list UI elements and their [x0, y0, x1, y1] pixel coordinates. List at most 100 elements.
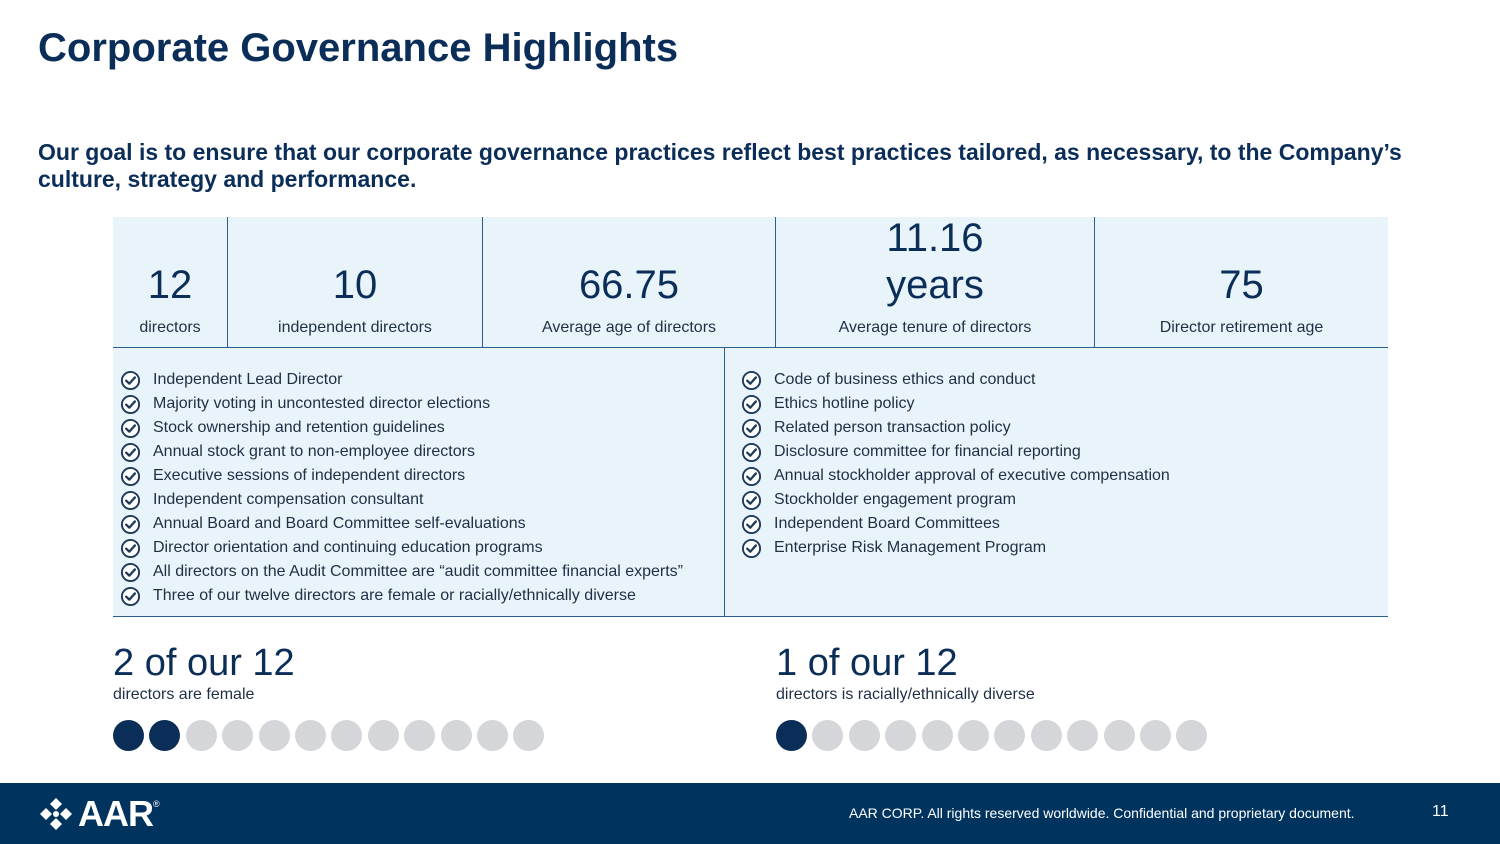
check-circle-icon	[741, 466, 762, 486]
director-dot	[476, 720, 508, 751]
director-dot	[994, 720, 1026, 751]
director-dot	[1176, 720, 1208, 751]
check-circle-icon	[120, 490, 141, 510]
practice-label: Stockholder engagement program	[774, 491, 1016, 508]
director-dot	[957, 720, 989, 751]
practice-label: Three of our twelve directors are female…	[153, 587, 636, 604]
check-circle-icon	[741, 394, 762, 414]
check-circle-icon	[120, 394, 141, 414]
female-dots	[113, 720, 550, 751]
practice-item: Independent Board Committees	[725, 512, 1388, 536]
director-dot	[1103, 720, 1135, 751]
check-circle-icon	[741, 370, 762, 390]
director-dot	[185, 720, 217, 751]
logo-text: AAR	[78, 793, 154, 834]
practice-label: Majority voting in uncontested director …	[153, 395, 491, 412]
practice-label: Independent compensation consultant	[153, 491, 424, 508]
diverse-headline: 1 of our 12	[776, 642, 958, 684]
female-directors-stat: 2 of our 12 directors are female	[113, 640, 550, 751]
practice-item: All directors on the Audit Committee are…	[113, 560, 724, 584]
practice-label: Enterprise Risk Management Program	[774, 539, 1047, 556]
practice-label: Annual stockholder approval of executive…	[774, 467, 1170, 484]
director-dot	[222, 720, 254, 751]
director-dot	[404, 720, 436, 751]
female-caption: directors are female	[113, 686, 255, 703]
stat-label: Average tenure of directors	[838, 319, 1032, 336]
logo-registered-mark: ®	[153, 799, 160, 809]
practice-item: Enterprise Risk Management Program	[725, 536, 1388, 560]
page-title: Corporate Governance Highlights	[38, 26, 679, 70]
check-circle-icon	[120, 514, 141, 534]
footer-bar: AAR ® AAR CORP. All rights reserved worl…	[0, 783, 1500, 844]
practice-label: Annual stock grant to non-employee direc…	[153, 443, 475, 460]
practice-item: Annual stockholder approval of executive…	[725, 464, 1388, 488]
practice-label: Code of business ethics and conduct	[774, 371, 1036, 388]
check-circle-icon	[741, 514, 762, 534]
check-circle-icon	[120, 370, 141, 390]
check-circle-icon	[120, 418, 141, 438]
practice-label: All directors on the Audit Committee are…	[153, 563, 684, 580]
director-dot	[921, 720, 953, 751]
practice-item: Ethics hotline policy	[725, 392, 1388, 416]
stat-value: 11.16 years	[886, 216, 984, 307]
stat-label: independent directors	[278, 319, 432, 336]
check-circle-icon	[120, 538, 141, 558]
practice-item: Stockholder engagement program	[725, 488, 1388, 512]
director-dot	[367, 720, 399, 751]
stat-average-age: 66.75 Average age of directors	[483, 217, 776, 347]
check-circle-icon	[741, 418, 762, 438]
director-dot	[848, 720, 880, 751]
practice-item: Majority voting in uncontested director …	[113, 392, 724, 416]
diverse-directors-stat: 1 of our 12 directors is racially/ethnic…	[776, 640, 1213, 751]
practices-left: Independent Lead Director Majority voting…	[113, 368, 724, 608]
practice-label: Ethics hotline policy	[774, 395, 915, 412]
governance-panel: 12 directors 10 independent directors 66…	[113, 216, 1388, 617]
practice-item: Stock ownership and retention guidelines	[113, 416, 724, 440]
practice-item: Annual stock grant to non-employee direc…	[113, 440, 724, 464]
aar-logo: AAR ®	[38, 793, 160, 835]
director-dot	[1139, 720, 1171, 751]
director-dot	[294, 720, 326, 751]
footer-disclaimer: AAR CORP. All rights reserved worldwide.…	[849, 805, 1355, 821]
diverse-caption: directors is racially/ethnically diverse	[776, 686, 1035, 703]
stat-value: 12	[147, 263, 193, 307]
director-dot	[440, 720, 472, 751]
director-dot	[1030, 720, 1062, 751]
practice-item: Annual Board and Board Committee self-ev…	[113, 512, 724, 536]
aar-logo-icon	[40, 798, 72, 830]
practice-label: Director orientation and continuing educ…	[153, 539, 543, 556]
practices-right: Code of business ethics and conduct Ethic…	[725, 368, 1388, 560]
stat-retirement-age: 75 Director retirement age	[1095, 217, 1388, 347]
stat-independent-directors: 10 independent directors	[228, 217, 483, 347]
director-dot-filled	[149, 720, 181, 751]
practice-item: Independent compensation consultant	[113, 488, 724, 512]
page-subtitle: Our goal is to ensure that our corporate…	[38, 139, 1402, 192]
practice-item: Executive sessions of independent direct…	[113, 464, 724, 488]
stat-label: Average age of directors	[541, 319, 717, 336]
director-dot-filled	[776, 720, 807, 751]
check-circle-icon	[120, 466, 141, 486]
stat-directors: 12 directors	[113, 217, 228, 347]
practices-list-left: Independent Lead Director Majority voting…	[113, 348, 725, 616]
stats-row: 12 directors 10 independent directors 66…	[113, 216, 1388, 348]
check-circle-icon	[120, 442, 141, 462]
practice-label: Annual Board and Board Committee self-ev…	[153, 515, 526, 532]
check-circle-icon	[741, 442, 762, 462]
practice-label: Independent Board Committees	[774, 515, 1000, 532]
director-dot	[258, 720, 290, 751]
director-dot	[513, 720, 545, 751]
practice-label: Related person transaction policy	[774, 419, 1011, 436]
stat-label: directors	[139, 319, 201, 336]
check-circle-icon	[120, 562, 141, 582]
director-dot	[1067, 720, 1099, 751]
stat-average-tenure: 11.16 years Average tenure of directors	[776, 216, 1095, 347]
diverse-dots	[776, 720, 1213, 751]
female-headline: 2 of our 12	[113, 642, 295, 684]
practices-lists: Independent Lead Director Majority voting…	[113, 348, 1388, 616]
director-dot	[331, 720, 363, 751]
practice-item: Disclosure committee for financial repor…	[725, 440, 1388, 464]
practice-item: Director orientation and continuing educ…	[113, 536, 724, 560]
practice-label: Disclosure committee for financial repor…	[774, 443, 1081, 460]
practice-item: Three of our twelve directors are female…	[113, 584, 724, 608]
practice-label: Executive sessions of independent direct…	[153, 467, 466, 484]
